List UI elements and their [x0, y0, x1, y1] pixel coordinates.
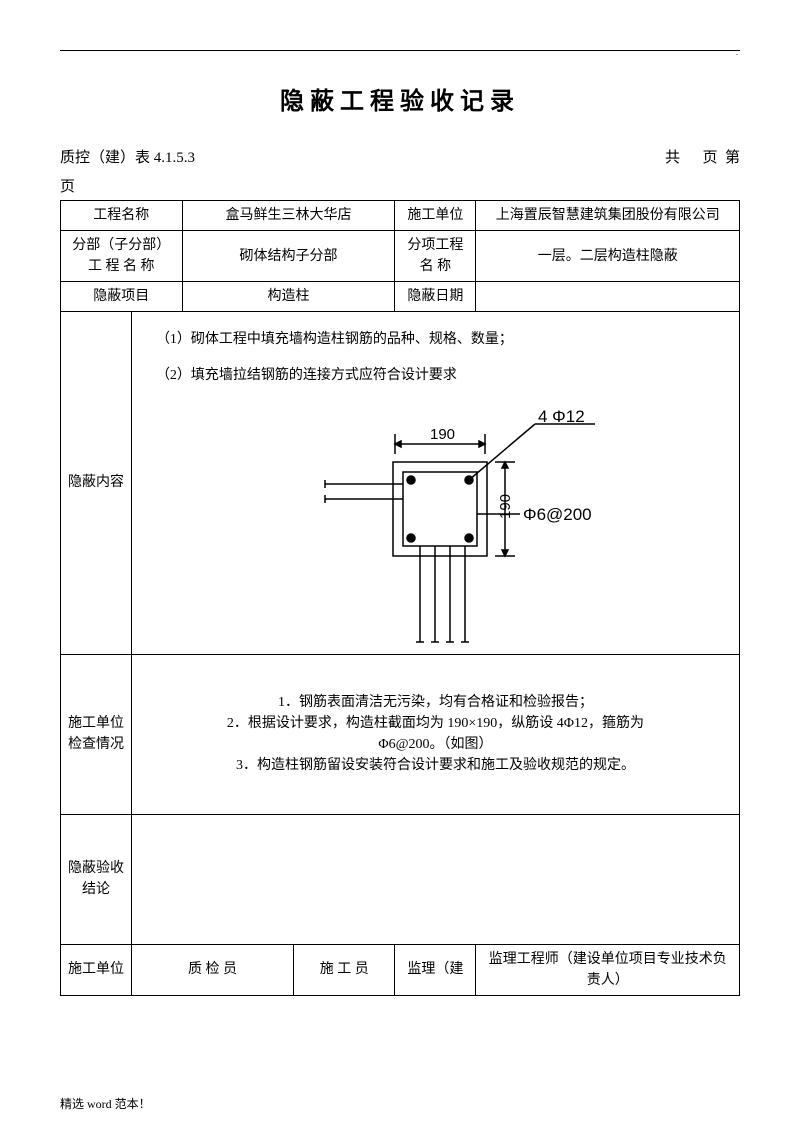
sign-contractor: 施工单位	[61, 944, 132, 995]
dim-height: 190	[497, 494, 514, 519]
page-title: 隐蔽工程验收记录	[60, 81, 740, 116]
row-conclusion: 隐蔽验收结论	[61, 814, 740, 944]
val-item: 一层。二层构造柱隐蔽	[476, 231, 740, 282]
sign-supervisor-unit: 监理（建	[395, 944, 476, 995]
sign-supervisor-eng: 监理工程师（建设单位项目专业技术负责人）	[476, 944, 740, 995]
row-project: 工程名称 盒马鲜生三林大华店 施工单位 上海置辰智慧建筑集团股份有限公司	[61, 201, 740, 231]
label-item: 分项工程名 称	[395, 231, 476, 282]
page-count: 共 页 第	[665, 146, 740, 167]
check-line-3: Φ6@200。（如图）	[146, 734, 725, 755]
row-sign: 施工单位 质 检 员 施 工 员 监理（建 监理工程师（建设单位项目专业技术负责…	[61, 944, 740, 995]
label-hidden-date: 隐蔽日期	[395, 282, 476, 312]
row-content: 隐蔽内容 （1）砌体工程中填充墙构造柱钢筋的品种、规格、数量； （2）填充墙拉结…	[61, 312, 740, 655]
label-content: 隐蔽内容	[61, 312, 132, 655]
footer-text: 精选 word 范本！	[60, 1095, 151, 1112]
top-divider	[60, 50, 740, 51]
row-hidden: 隐蔽项目 构造柱 隐蔽日期	[61, 282, 740, 312]
meta-row: 质控（建）表 4.1.5.3 共 页 第	[60, 146, 740, 167]
label-project-name: 工程名称	[61, 201, 183, 231]
content-line2: （2）填充墙拉结钢筋的连接方式应符合设计要求	[142, 358, 729, 394]
rebar-diagram: 190 190 4 Φ12 Φ6@200	[255, 404, 615, 644]
val-contractor: 上海置辰智慧建筑集团股份有限公司	[476, 201, 740, 231]
row-division: 分部（子分部）工 程 名 称 砌体结构子分部 分项工程名 称 一层。二层构造柱隐…	[61, 231, 740, 282]
stirrup-spec: Φ6@200	[523, 505, 592, 524]
label-contractor: 施工单位	[395, 201, 476, 231]
check-line-4: 3．构造柱钢筋留设安装符合设计要求和施工及验收规范的规定。	[146, 755, 725, 776]
label-division: 分部（子分部）工 程 名 称	[61, 231, 183, 282]
check-line-1: 1．钢筋表面清洁无污染，均有合格证和检验报告；	[146, 692, 725, 713]
rebar-spec: 4 Φ12	[538, 407, 585, 426]
main-table: 工程名称 盒马鲜生三林大华店 施工单位 上海置辰智慧建筑集团股份有限公司 分部（…	[60, 200, 740, 996]
page-suffix: 页	[60, 175, 740, 196]
conclusion-content	[131, 814, 739, 944]
content-line1: （1）砌体工程中填充墙构造柱钢筋的品种、规格、数量；	[142, 322, 729, 358]
val-hidden-date	[476, 282, 740, 312]
check-line-2: 2．根据设计要求，构造柱截面均为 190×190，纵筋设 4Φ12，箍筋为	[146, 713, 725, 734]
val-hidden-item: 构造柱	[182, 282, 395, 312]
form-code: 质控（建）表 4.1.5.3	[60, 146, 195, 167]
label-conclusion: 隐蔽验收结论	[61, 814, 132, 944]
label-hidden-item: 隐蔽项目	[61, 282, 183, 312]
sign-worker: 施 工 员	[294, 944, 395, 995]
label-check: 施工单位检查情况	[61, 654, 132, 814]
row-check: 施工单位检查情况 1．钢筋表面清洁无污染，均有合格证和检验报告； 2．根据设计要…	[61, 654, 740, 814]
val-project-name: 盒马鲜生三林大华店	[182, 201, 395, 231]
check-content: 1．钢筋表面清洁无污染，均有合格证和检验报告； 2．根据设计要求，构造柱截面均为…	[131, 654, 739, 814]
dim-width: 190	[430, 426, 455, 443]
val-division: 砌体结构子分部	[182, 231, 395, 282]
content-cell: （1）砌体工程中填充墙构造柱钢筋的品种、规格、数量； （2）填充墙拉结钢筋的连接…	[131, 312, 739, 655]
corner-dot: .	[736, 48, 738, 57]
sign-qc: 质 检 员	[131, 944, 293, 995]
